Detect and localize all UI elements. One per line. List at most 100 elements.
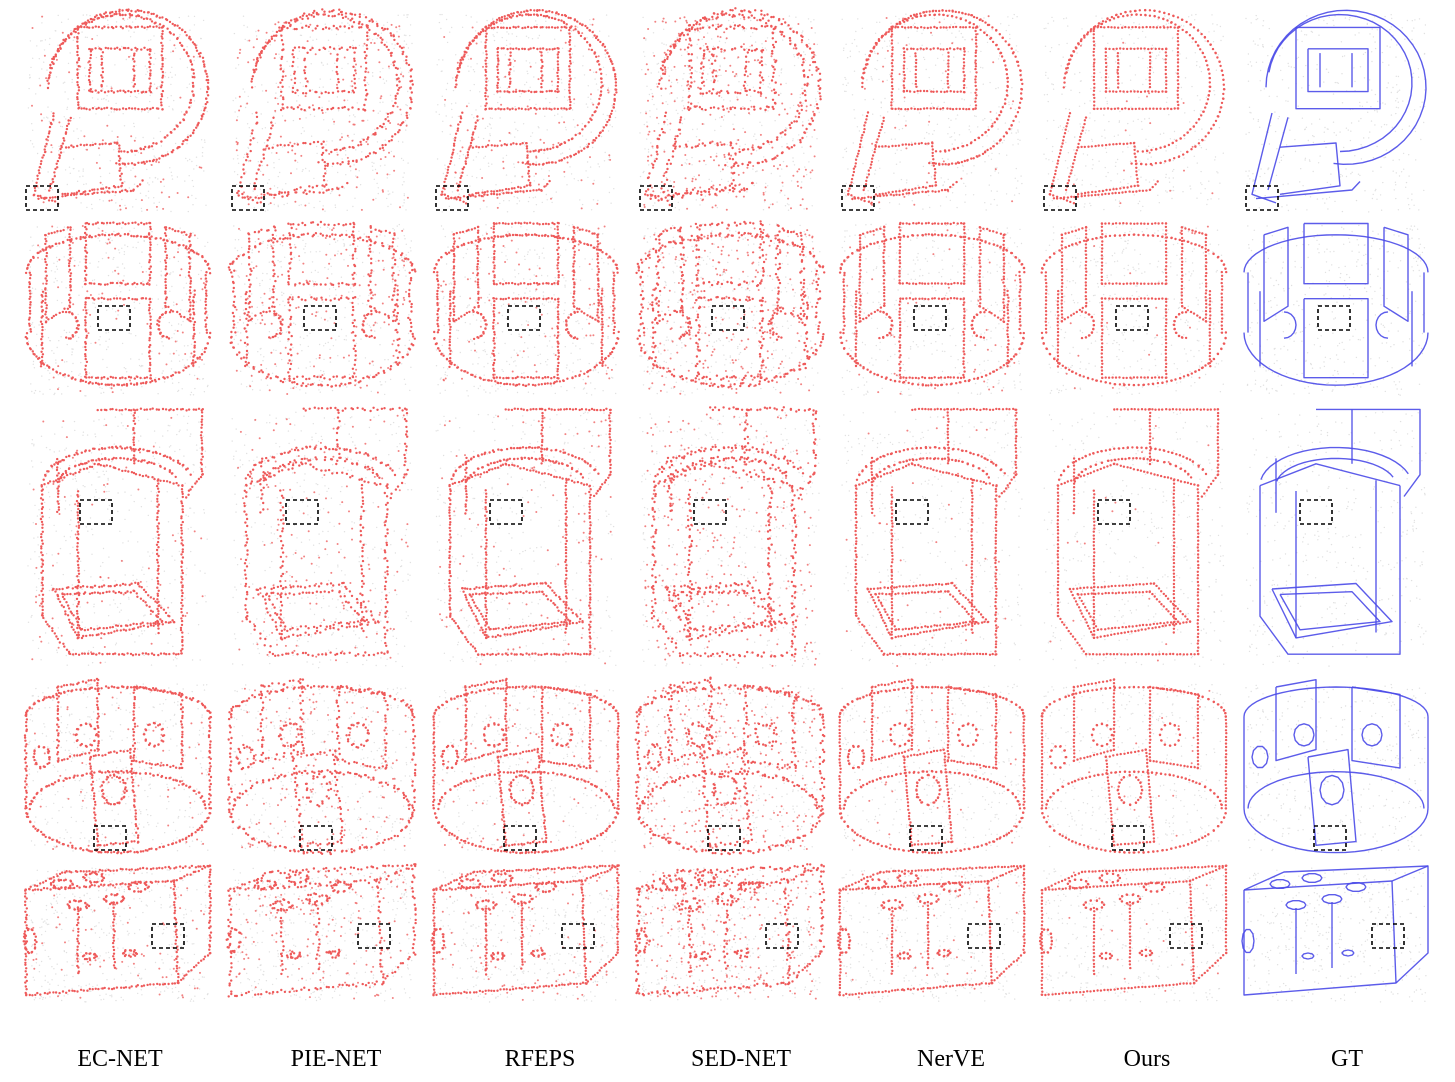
panel-tall-block-nerve: [841, 407, 1023, 667]
surface-points: [1246, 867, 1427, 1003]
highlight-box: [1097, 499, 1131, 525]
predicted-edges: [225, 863, 417, 1000]
predicted-edges: [1038, 864, 1228, 997]
predicted-edges: [1040, 678, 1228, 854]
surface-points: [1043, 412, 1225, 669]
panel-round-hub-sed-net: [634, 676, 826, 856]
predicted-edges: [432, 221, 620, 388]
ground-truth-edges: [1243, 222, 1429, 386]
highlight-box: [765, 923, 799, 949]
highlight-box: [895, 499, 929, 525]
ground-truth-edges: [1243, 679, 1429, 854]
predicted-edges: [634, 863, 826, 1000]
predicted-edges: [440, 8, 618, 210]
surface-points: [27, 867, 209, 1003]
panel-scroll-housing-ours: [1043, 8, 1226, 212]
panel-slotted-ring-nerve: [838, 221, 1026, 396]
highlight-box: [707, 825, 741, 851]
predicted-edges: [24, 221, 212, 394]
column-label-ec-net: EC-NET: [20, 1044, 220, 1074]
predicted-edges: [31, 8, 210, 211]
predicted-edges: [22, 864, 213, 999]
surface-points: [231, 223, 413, 396]
surface-points: [1045, 224, 1225, 397]
predicted-edges: [838, 678, 1026, 855]
predicted-edges: [1048, 8, 1226, 205]
surface-points: [1043, 13, 1225, 212]
predicted-edges: [227, 678, 417, 856]
ground-truth-edges: [1259, 408, 1421, 655]
panel-scroll-housing-gt: [1245, 9, 1427, 213]
predicted-edges: [237, 406, 409, 662]
panel-drilled-bar-nerve: [836, 864, 1026, 1003]
panel-scroll-housing-rfeps: [435, 8, 618, 213]
predicted-edges: [430, 864, 620, 1001]
predicted-edges: [31, 407, 204, 664]
figure-grid: [22, 7, 1429, 1003]
highlight-box: [1245, 185, 1279, 211]
panel-slotted-ring-pie-net: [227, 220, 417, 396]
highlight-box: [1043, 185, 1077, 211]
ground-truth-edges: [1251, 9, 1427, 204]
panel-round-hub-pie-net: [227, 678, 417, 856]
highlight-box: [151, 923, 185, 949]
highlight-box: [1169, 923, 1203, 949]
surface-points: [1043, 867, 1225, 1003]
ground-truth-edges: [1241, 865, 1429, 996]
panel-drilled-bar-pie-net: [225, 863, 417, 1002]
panel-slotted-ring-gt: [1243, 222, 1429, 396]
highlight-box: [93, 825, 127, 851]
surface-points: [27, 14, 208, 213]
surface-points: [639, 867, 821, 1001]
surface-points: [231, 684, 413, 853]
highlight-box: [299, 825, 333, 851]
panel-tall-block-ours: [1043, 407, 1225, 669]
highlight-box: [561, 923, 595, 949]
predicted-edges: [1049, 407, 1220, 662]
column-label-pie-net: PIE-NET: [236, 1044, 436, 1074]
highlight-box: [1299, 499, 1333, 525]
panel-drilled-bar-ours: [1038, 864, 1228, 1003]
panel-scroll-housing-nerve: [841, 9, 1024, 211]
highlight-box: [357, 923, 391, 949]
column-label-rfeps: RFEPS: [440, 1044, 640, 1074]
panel-round-hub-rfeps: [432, 677, 620, 855]
surface-points: [435, 869, 617, 1003]
predicted-edges: [643, 7, 822, 211]
predicted-edges: [235, 8, 414, 211]
panel-tall-block-sed-net: [639, 406, 821, 669]
highlight-box: [913, 305, 947, 331]
highlight-box: [711, 305, 745, 331]
highlight-box: [489, 499, 523, 525]
panel-round-hub-ours: [1040, 678, 1228, 854]
panel-round-hub-gt: [1243, 679, 1429, 854]
panel-scroll-housing-pie-net: [231, 8, 414, 212]
panel-round-hub-nerve: [838, 678, 1026, 855]
panel-drilled-bar-sed-net: [634, 863, 826, 1001]
panel-tall-block-rfeps: [435, 407, 617, 666]
panel-slotted-ring-rfeps: [432, 221, 620, 397]
panel-tall-block-pie-net: [231, 406, 413, 669]
predicted-edges: [836, 864, 1026, 999]
predicted-edges: [432, 677, 620, 855]
highlight-box: [1371, 923, 1405, 949]
highlight-box: [1317, 305, 1351, 331]
panel-slotted-ring-ec-net: [24, 221, 212, 397]
surface-points: [231, 411, 413, 669]
surface-points: [1043, 683, 1225, 852]
surface-points: [27, 683, 209, 852]
highlight-box: [1111, 825, 1145, 851]
highlight-box: [909, 825, 943, 851]
panel-slotted-ring-sed-net: [635, 220, 826, 396]
highlight-box: [503, 825, 537, 851]
highlight-box: [639, 185, 673, 211]
predicted-edges: [845, 407, 1018, 667]
predicted-edges: [847, 9, 1024, 206]
panel-tall-block-gt: [1245, 408, 1427, 667]
predicted-edges: [227, 220, 417, 395]
highlight-box: [1115, 305, 1149, 331]
highlight-box: [79, 499, 113, 525]
highlight-box: [693, 499, 727, 525]
column-label-sed-net: SED-NET: [641, 1044, 841, 1074]
panel-drilled-bar-rfeps: [430, 864, 620, 1003]
